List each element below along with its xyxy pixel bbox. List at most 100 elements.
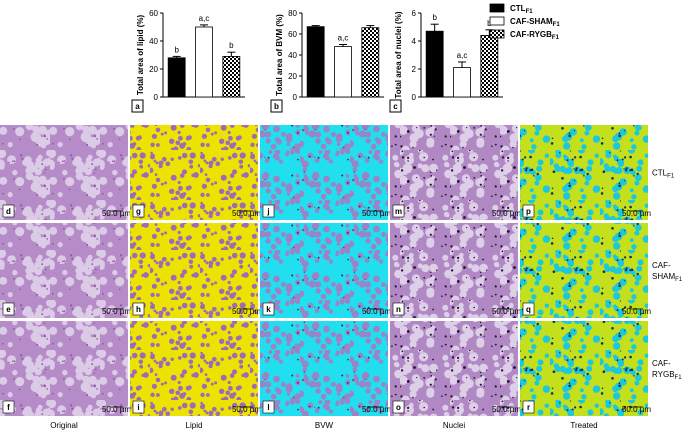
panel-letter: l: [267, 403, 269, 412]
micrograph: [130, 223, 258, 318]
panel-letter: i: [137, 403, 139, 412]
legend-subscript: F1: [553, 22, 561, 28]
y-axis-label: Total area of BVM (%): [275, 14, 284, 96]
micrograph: [0, 125, 128, 220]
scale-bar-label: 50.0 µm: [232, 209, 261, 218]
y-tick-label: 20: [149, 65, 158, 74]
y-tick-label: 40: [288, 51, 297, 60]
panel-letter: e: [6, 305, 11, 314]
column-label: Nuclei: [443, 421, 465, 430]
row-label-subscript: F1: [667, 174, 675, 180]
scale-bar-label: 50.0 µm: [492, 209, 521, 218]
panel-letter: p: [526, 207, 531, 216]
scale-bar-label: 50.0 µm: [232, 307, 261, 316]
bar: [361, 27, 380, 98]
panel-letter: r: [527, 403, 530, 412]
bar: [222, 56, 241, 98]
legend-name: CAF-RYGB: [510, 30, 552, 39]
legend-name: CTL: [510, 4, 526, 13]
scale-bar-label: 50.0 µm: [232, 405, 261, 414]
bar: [425, 30, 444, 98]
scale-bar-label: 50.0 µm: [622, 209, 651, 218]
scale-bar-label: 50.0 µm: [362, 209, 391, 218]
panel-box: [131, 99, 144, 113]
micrograph: [390, 125, 518, 220]
panel-letter: a: [135, 102, 140, 111]
y-tick-label: 80: [288, 9, 297, 18]
micrograph: [0, 321, 128, 416]
row-label-text: CTL: [652, 169, 668, 178]
panel-letter: b: [274, 102, 279, 111]
panel-letter: j: [266, 207, 269, 216]
column-label: Treated: [570, 421, 597, 430]
row-label: RYGBF1: [652, 370, 682, 381]
legend-label: CAF-SHAMF1: [510, 17, 560, 28]
significance-label: a,c: [457, 51, 468, 60]
y-tick-label: 20: [288, 72, 297, 81]
panel-box: [392, 204, 405, 218]
scale-bar-label: 50.0 µm: [102, 307, 131, 316]
legend-swatch: [489, 16, 505, 26]
y-tick-label: 0: [412, 93, 417, 102]
y-tick-label: 2: [412, 65, 417, 74]
row-label-text: CAF-: [652, 359, 671, 368]
y-axis-label: Total area of nuclei (%): [394, 11, 403, 98]
panel-letter: o: [396, 403, 401, 412]
panel-letter: m: [395, 207, 402, 216]
panel-box: [262, 204, 275, 218]
panel-box: [522, 204, 535, 218]
micrograph: [520, 125, 648, 220]
column-label: Lipid: [186, 421, 203, 430]
scale-bar-label: 50.0 µm: [622, 307, 651, 316]
bar: [334, 46, 352, 98]
panel-box: [270, 99, 283, 113]
panel-box: [132, 302, 145, 316]
micrograph: [0, 223, 128, 318]
scale-bar-label: 50.0 µm: [622, 405, 651, 414]
panel-letter: f: [7, 403, 10, 412]
panel-box: [132, 400, 145, 414]
legend-swatch: [489, 3, 505, 13]
panel-letter: d: [6, 207, 11, 216]
panel-box: [389, 99, 402, 113]
scale-bar-label: 50.0 µm: [362, 307, 391, 316]
micrograph: [520, 223, 648, 318]
panel-box: [262, 400, 275, 414]
scale-bar-label: 50.0 µm: [102, 209, 131, 218]
panel-letter: n: [396, 305, 401, 314]
panel-letter: c: [393, 102, 398, 111]
row-label-text: SHAM: [652, 272, 675, 281]
legend-subscript: F1: [552, 35, 560, 41]
panel-box: [262, 302, 275, 316]
micrograph: [520, 321, 648, 416]
y-tick-label: 0: [293, 93, 298, 102]
panel-letter: h: [136, 305, 141, 314]
legend-subscript: F1: [526, 9, 534, 15]
bar: [167, 57, 186, 98]
legend-label: CTLF1: [510, 4, 533, 15]
significance-label: b: [174, 45, 179, 54]
legend-label: CAF-RYGBF1: [510, 30, 560, 41]
panel-box: [2, 204, 15, 218]
y-tick-label: 4: [412, 37, 417, 46]
column-label: BVW: [315, 421, 334, 430]
panel-box: [392, 400, 405, 414]
panel-letter: g: [136, 207, 141, 216]
panel-box: [522, 302, 535, 316]
row-label-subscript: F1: [675, 277, 683, 283]
significance-label: b: [432, 13, 437, 22]
y-axis-label: Total area of lipid (%): [136, 15, 145, 96]
row-label: CAF-: [652, 359, 671, 368]
scale-bar-label: 50.0 µm: [492, 405, 521, 414]
micrograph: [260, 321, 388, 416]
significance-label: b: [229, 41, 234, 50]
bar: [195, 26, 213, 98]
panel-box: [132, 204, 145, 218]
micrograph: [260, 223, 388, 318]
significance-label: a,c: [338, 34, 349, 43]
significance-label: a,c: [199, 14, 210, 23]
panel-box: [392, 302, 405, 316]
bar: [453, 67, 471, 98]
y-tick-label: 40: [149, 37, 158, 46]
